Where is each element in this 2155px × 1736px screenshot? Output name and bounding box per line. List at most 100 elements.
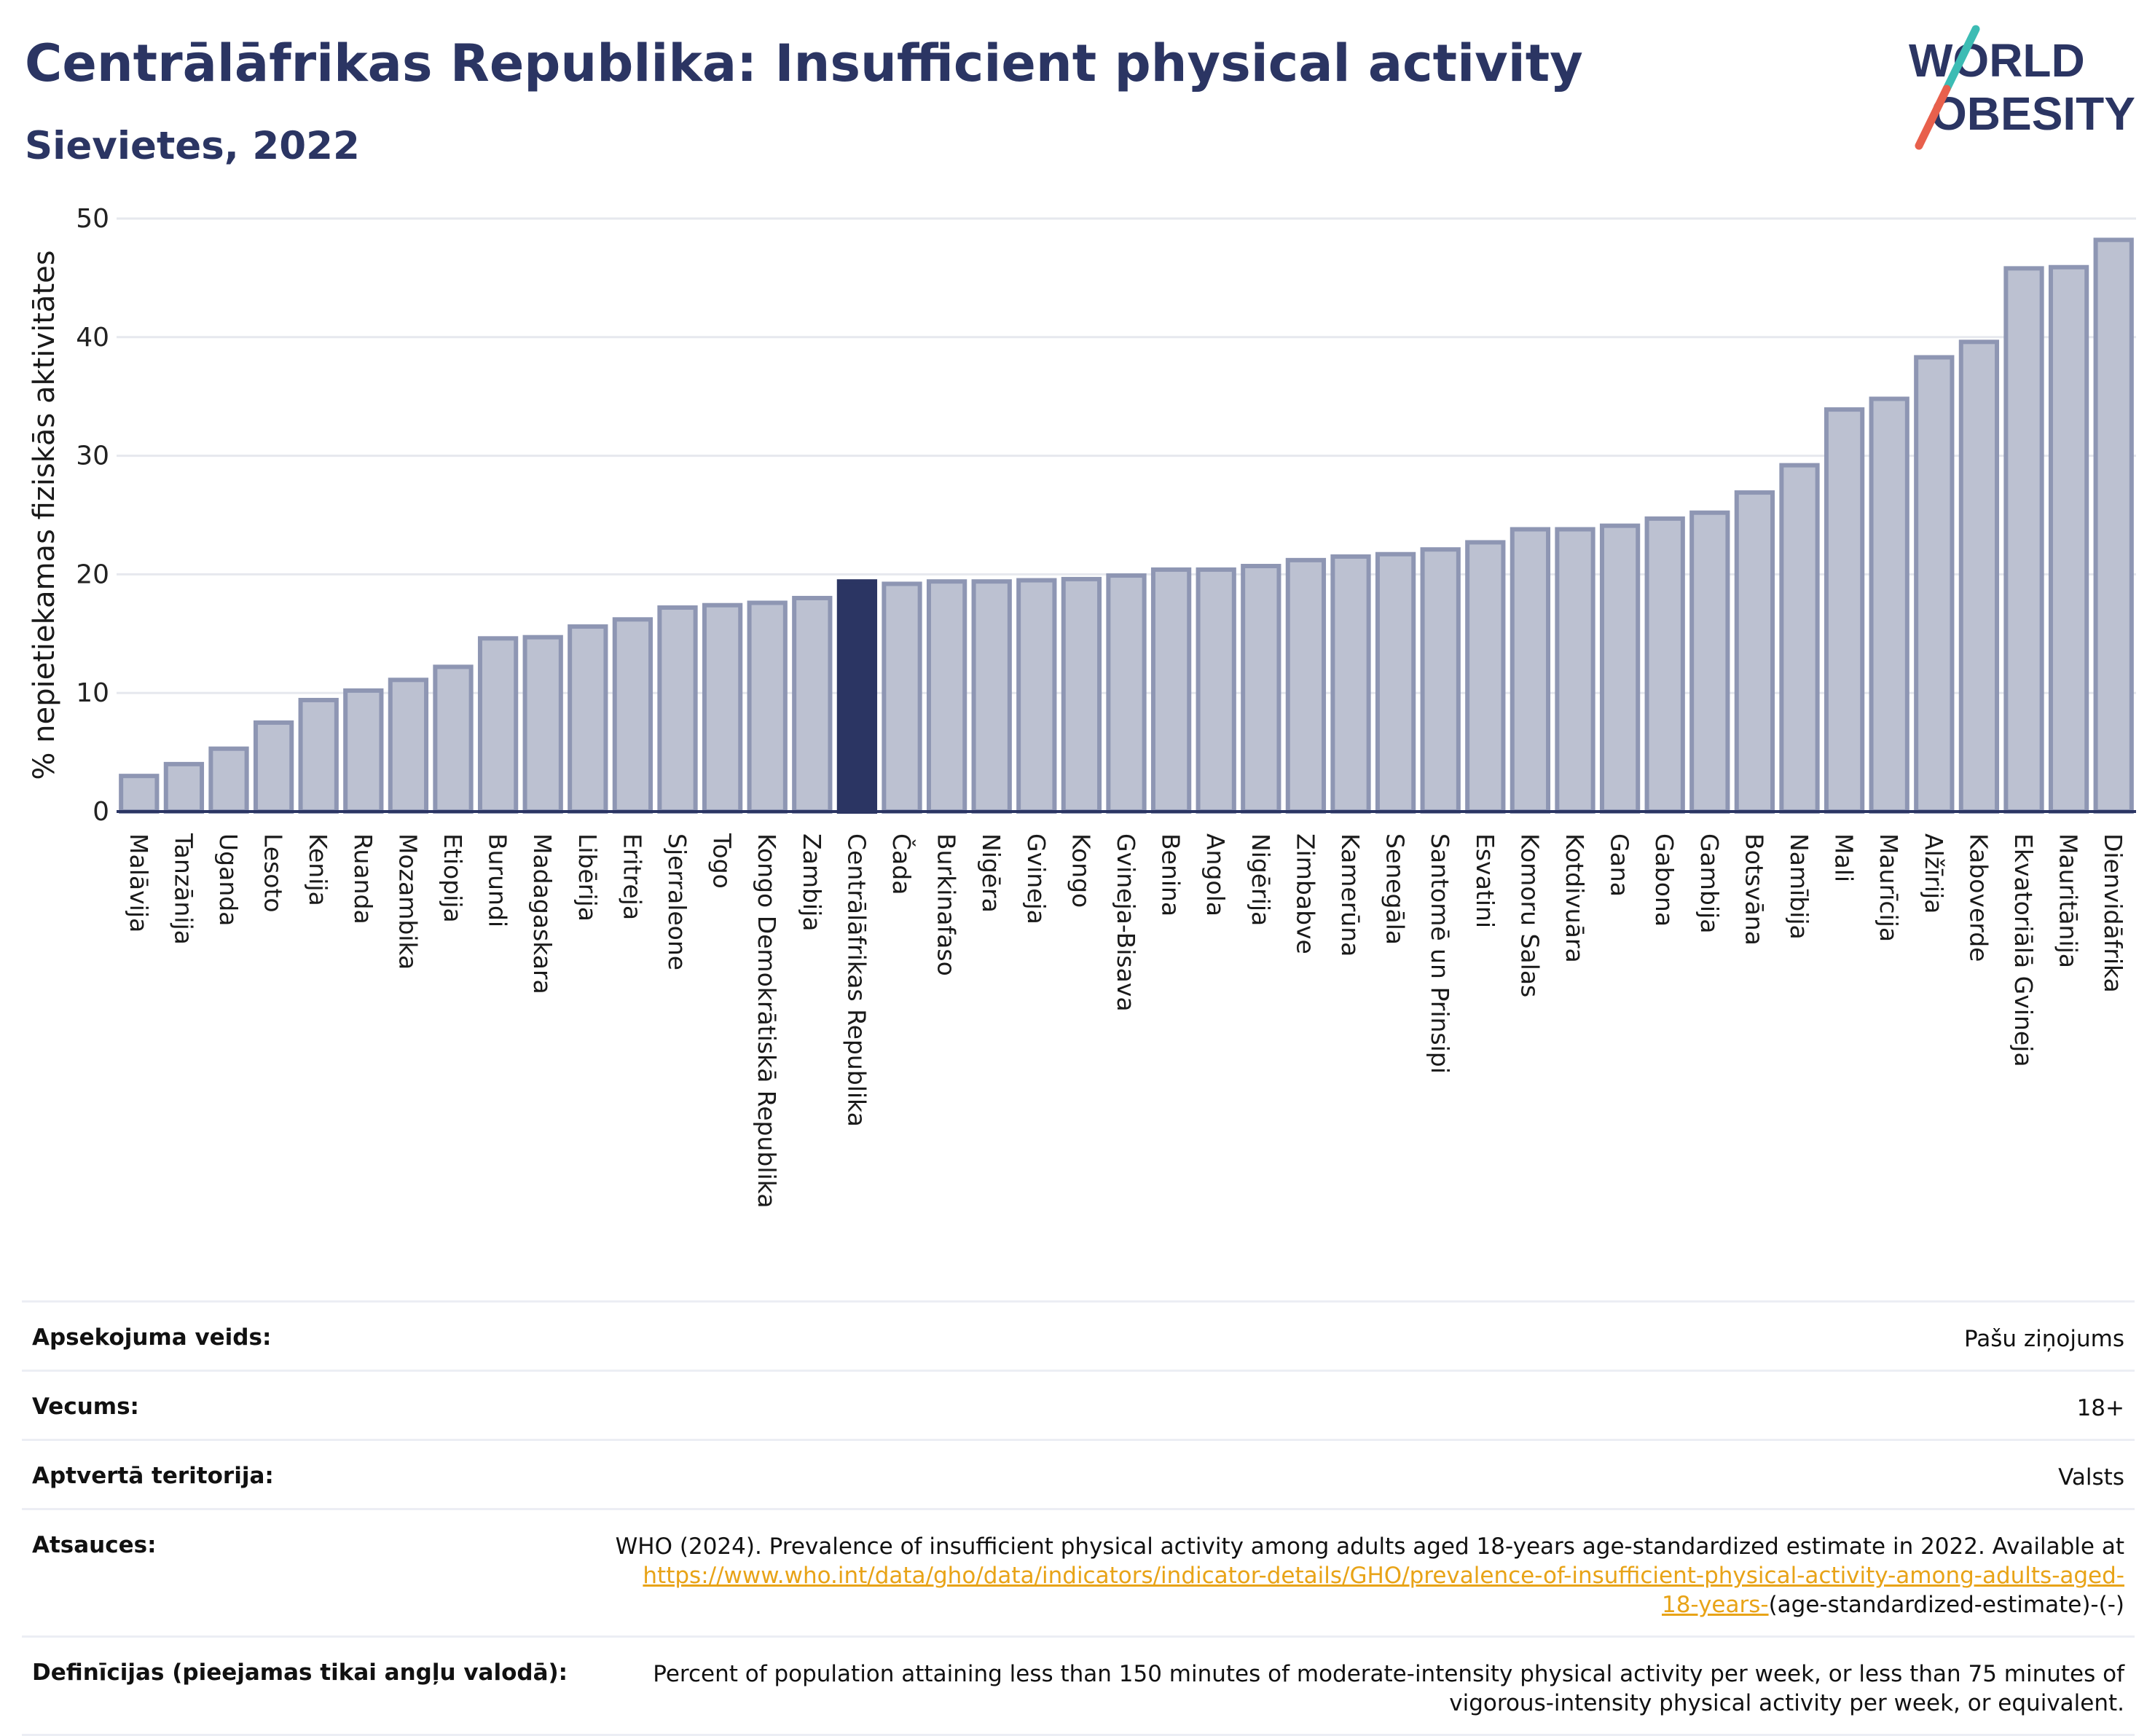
x-tick-label: Kongo — [1067, 833, 1095, 908]
bar-burkinafaso — [926, 579, 967, 814]
x-tick-label: Namībija — [1785, 833, 1813, 940]
bar-komoru-salas — [1510, 527, 1551, 814]
bar-kotdivuāra — [1555, 527, 1595, 814]
y-axis-title: % nepietiekamas fiziskās aktivitātes — [28, 250, 61, 779]
x-tick-label: Gambija — [1695, 833, 1724, 933]
info-label: Definīcijas (pieejamas tikai angļu valod… — [32, 1660, 568, 1686]
bar-nigēra — [971, 579, 1012, 814]
chart-subtitle: Sievietes, 2022 — [25, 124, 360, 168]
x-tick-label: Gvineja — [1022, 833, 1051, 924]
bar-tanzānija — [163, 761, 205, 814]
definitions-value: Percent of population attaining less tha… — [653, 1661, 2124, 1716]
bars — [117, 237, 2136, 814]
bar-benina — [1150, 567, 1192, 814]
logo-line1: WORLD — [1909, 34, 2085, 87]
x-tick-label: Zimbabve — [1291, 833, 1319, 954]
bar-namībija — [1779, 463, 1820, 814]
info-label: Aptvertā teritorija: — [32, 1463, 274, 1489]
bar-kaboverde — [1958, 339, 2000, 814]
bar-dienvidāfrika — [2093, 237, 2134, 814]
bar-zimbabve — [1285, 557, 1327, 814]
bar-kongo-demokrātiskā-republika — [747, 600, 788, 814]
x-tick-label: Mauritānija — [2054, 833, 2083, 968]
bar-kamerūna — [1330, 554, 1371, 814]
bar-ruanda — [343, 688, 384, 814]
info-label: Apsekojuma veids: — [32, 1324, 272, 1351]
x-tick-label: Ruanda — [349, 833, 377, 924]
info-row-survey-type: Apsekojuma veids: Pašu ziņojums — [22, 1300, 2135, 1370]
x-tick-label: Maurīcija — [1875, 833, 1903, 942]
bar-zambija — [792, 595, 833, 814]
sources-value: WHO (2024). Prevalence of insufficient p… — [609, 1532, 2124, 1619]
sources-suffix: (age-standardized-estimate)-(-) — [1768, 1592, 2124, 1618]
y-tick-label: 10 — [76, 678, 109, 708]
x-tick-label: Čada — [887, 833, 916, 895]
bar-botsvāna — [1734, 490, 1775, 814]
x-tick-label: Nigērija — [1247, 833, 1275, 926]
bar-kenija — [298, 697, 339, 814]
info-row-coverage: Aptvertā teritorija: Valsts — [22, 1439, 2135, 1508]
x-tick-label: Zambija — [798, 833, 826, 931]
sources-link[interactable]: https://www.who.int/data/gho/data/indica… — [643, 1563, 2124, 1618]
logo-line2: OBESITY — [1931, 87, 2135, 140]
x-tick-label: Eritreja — [618, 833, 646, 920]
x-tick-label: Mali — [1830, 833, 1858, 882]
x-tick-label: Botsvāna — [1740, 833, 1768, 946]
x-tick-label: Burkinafaso — [933, 833, 961, 976]
bar-esvatini — [1465, 540, 1506, 814]
bar-uganda — [208, 746, 249, 814]
x-tick-label: Alžīrija — [1920, 833, 1948, 914]
x-tick-label: Kongo Demokrātiskā Republika — [753, 833, 781, 1208]
bar-mozambika — [388, 677, 429, 814]
info-value: Pašu ziņojums — [1963, 1326, 2124, 1352]
bar-burundi — [477, 636, 519, 814]
x-tick-label: Malāvija — [125, 833, 153, 932]
bar-gvineja — [1016, 578, 1057, 814]
bar-sjerraleone — [657, 605, 698, 814]
x-tick-label: Burundi — [484, 833, 512, 927]
x-tick-label: Tanzānija — [169, 833, 197, 945]
y-tick-label: 30 — [76, 441, 109, 471]
x-tick-label: Centrālāfrikas Republika — [842, 833, 871, 1127]
x-tick-label: Sjerraleone — [663, 833, 691, 970]
x-tick-label: Ekvatoriālā Gvineja — [2009, 833, 2038, 1067]
bar-etiopija — [433, 664, 474, 814]
x-tick-label: Senegāla — [1381, 833, 1410, 945]
info-value: 18+ — [2076, 1395, 2124, 1421]
bar-kongo — [1061, 576, 1102, 814]
x-tick-label: Lesoto — [259, 833, 288, 913]
bar-angola — [1196, 567, 1236, 814]
bar-libērija — [568, 624, 608, 814]
x-tick-label: Santomē un Prinsipi — [1426, 833, 1454, 1074]
x-tick-label: Nigēra — [977, 833, 1005, 913]
info-row-age: Vecums: 18+ — [22, 1370, 2135, 1439]
y-tick-label: 50 — [76, 204, 109, 234]
x-tick-label: Komoru Salas — [1515, 833, 1544, 997]
info-row-sources: Atsauces: WHO (2024). Prevalence of insu… — [22, 1508, 2135, 1635]
x-tick-label: Kaboverde — [1964, 833, 1993, 962]
info-row-definitions: Definīcijas (pieejamas tikai angļu valod… — [22, 1635, 2135, 1736]
x-tick-label: Benina — [1157, 833, 1185, 916]
x-tick-label: Etiopija — [439, 833, 467, 923]
y-tick-label: 20 — [76, 559, 109, 589]
x-tick-label: Mozambika — [393, 833, 422, 970]
x-tick-label: Kotdivuāra — [1561, 833, 1589, 963]
x-tick-label: Madagaskara — [528, 833, 557, 994]
info-value: Valsts — [2058, 1464, 2124, 1490]
x-tick-label: Angola — [1201, 833, 1230, 916]
bar-mauritānija — [2048, 264, 2089, 814]
x-tick-label: Kenija — [304, 833, 332, 906]
bar-eritreja — [612, 617, 653, 814]
sources-text: WHO (2024). Prevalence of insufficient p… — [615, 1533, 2124, 1560]
world-obesity-logo: WORLD OBESITY — [1909, 25, 2135, 150]
x-tick-label: Libērija — [573, 833, 602, 922]
bar-gana — [1599, 523, 1641, 814]
x-tick-label: Gana — [1606, 833, 1634, 897]
bar-centrālāfrikas-republika — [836, 579, 878, 814]
info-label: Atsauces: — [32, 1532, 157, 1558]
bar-santomē-un-prinsipi — [1420, 547, 1461, 814]
bar-alžīrija — [1914, 355, 1955, 814]
bar-čada — [882, 581, 922, 814]
chart-title: Centrālāfrikas Republika: Insufficient p… — [25, 34, 1583, 93]
bar-mali — [1824, 407, 1865, 814]
